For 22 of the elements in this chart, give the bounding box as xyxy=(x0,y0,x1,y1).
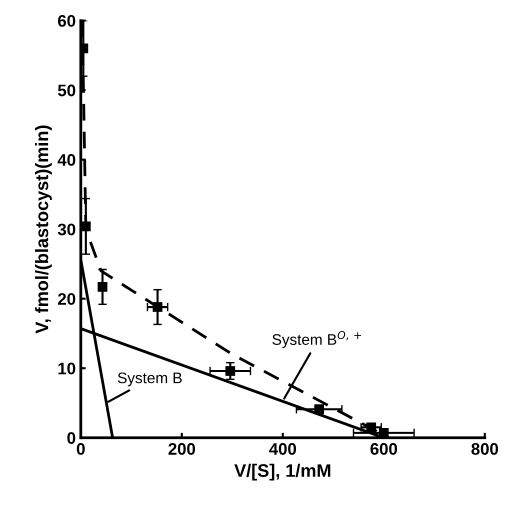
y-tick-label: 50 xyxy=(58,84,76,96)
x-tick-label: 200 xyxy=(168,443,196,455)
x-tick-label: 0 xyxy=(76,443,85,455)
annotation: System B xyxy=(118,372,182,386)
point xyxy=(225,366,236,376)
x-tick-label: 600 xyxy=(370,443,398,455)
point xyxy=(98,282,108,292)
y-tick-label: 20 xyxy=(58,293,76,305)
annotation: System B$^{O,+}$ xyxy=(272,331,362,348)
point xyxy=(366,422,376,432)
y-tick-label: 40 xyxy=(58,154,76,166)
point xyxy=(80,222,91,232)
point xyxy=(378,428,389,438)
y-tick-label: 0 xyxy=(67,432,76,444)
point xyxy=(152,302,162,312)
y-axis-title: V, fmol/(blastocyst)(min) xyxy=(35,126,52,334)
x-axis-title: V/[S], 1/mM xyxy=(234,464,330,481)
x-tick-label: 800 xyxy=(471,443,498,455)
y-tick-label: 10 xyxy=(58,362,76,374)
x-tick-label: 400 xyxy=(269,443,296,455)
y-tick-label: 30 xyxy=(58,224,76,236)
y-tick-label: 60 xyxy=(58,15,76,27)
